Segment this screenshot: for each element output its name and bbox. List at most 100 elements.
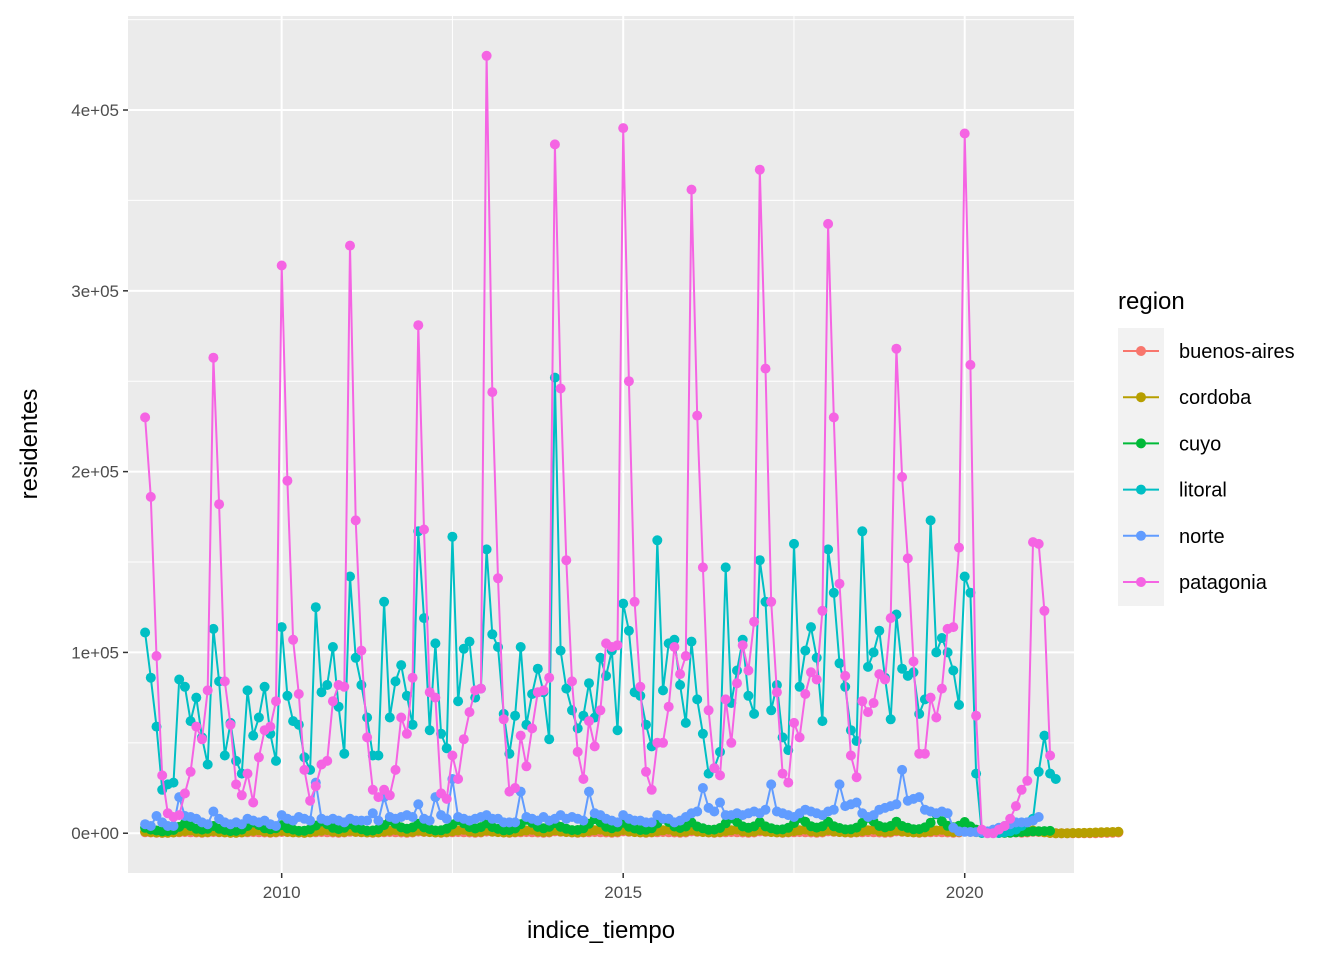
data-point [390,676,401,687]
data-point [618,598,629,609]
data-point [527,723,538,734]
legend-key-point [1136,438,1146,449]
legend-label: patagonia [1179,572,1268,594]
data-point [345,240,355,251]
data-point [771,687,782,698]
data-point [663,701,674,712]
data-point [367,784,378,795]
data-point [356,645,367,656]
data-point [669,634,680,645]
x-axis-title: indice_tiempo [527,917,675,944]
legend-key-point [1136,346,1146,356]
data-point [202,759,213,770]
data-point [259,681,270,692]
series-line-patagonia [144,55,1052,835]
data-point [464,707,475,718]
data-point [202,685,213,696]
data-point [925,817,936,828]
data-point [686,184,697,195]
data-point [179,788,190,799]
data-point [1113,826,1124,837]
data-point [959,571,970,582]
data-point [623,376,634,387]
data-point [151,811,162,821]
data-point [891,343,902,354]
data-point [868,698,879,708]
data-point [720,562,731,573]
data-point [447,531,458,542]
data-point [185,766,196,777]
data-point [242,685,253,696]
data-point [544,672,555,683]
data-point [253,752,264,763]
data-point [914,792,925,803]
data-point [760,804,771,815]
data-point [845,750,856,761]
data-point [902,553,913,564]
y-axis-title: residentes [16,389,43,500]
data-point [595,652,606,663]
data-point [675,669,686,680]
data-point [874,625,885,636]
data-point [800,689,811,699]
data-point [413,799,424,810]
data-point [652,535,663,546]
data-point [390,764,401,775]
data-point [709,806,720,817]
data-point [339,681,350,692]
data-point [549,139,560,150]
data-point [493,573,503,584]
data-point [510,710,521,721]
panel-background [128,16,1074,873]
data-point [857,526,868,537]
data-point [197,734,207,745]
legend-label: cuyo [1179,433,1221,455]
data-point [231,779,242,790]
data-point [430,692,441,703]
data-point [971,710,982,721]
data-point [811,652,822,663]
data-point [680,717,691,728]
data-point [965,587,976,598]
data-point [931,647,942,658]
data-point [282,475,293,486]
data-point [692,694,703,705]
data-point [515,730,526,741]
data-point [863,707,873,718]
data-point [658,737,668,748]
data-point [584,716,594,727]
data-point [288,634,299,645]
data-point [897,472,908,482]
data-point [1045,750,1056,761]
data-point [453,774,464,784]
data-point [834,658,845,669]
data-point [322,755,333,766]
data-point [715,797,725,808]
data-point [413,320,424,331]
data-point [168,777,179,788]
data-point [863,661,873,672]
data-point [749,708,760,719]
data-point [430,638,441,649]
legend-key-point [1136,577,1146,587]
data-point [618,123,629,134]
x-tick-label: 2010 [263,883,301,902]
y-tick-label: 0e+00 [71,824,119,843]
data-point [305,795,316,806]
data-point [481,50,492,61]
data-point [345,571,355,582]
data-point [1050,774,1061,784]
data-point [310,781,321,792]
data-point [589,741,600,752]
data-point [441,743,452,754]
data-point [612,640,623,651]
data-point [350,652,361,663]
data-point [447,750,458,761]
data-point [806,667,816,678]
data-point [214,499,225,510]
data-point [561,555,572,566]
data-point [675,680,686,690]
data-point [1033,766,1044,777]
data-point [948,622,959,633]
data-point [817,605,828,616]
